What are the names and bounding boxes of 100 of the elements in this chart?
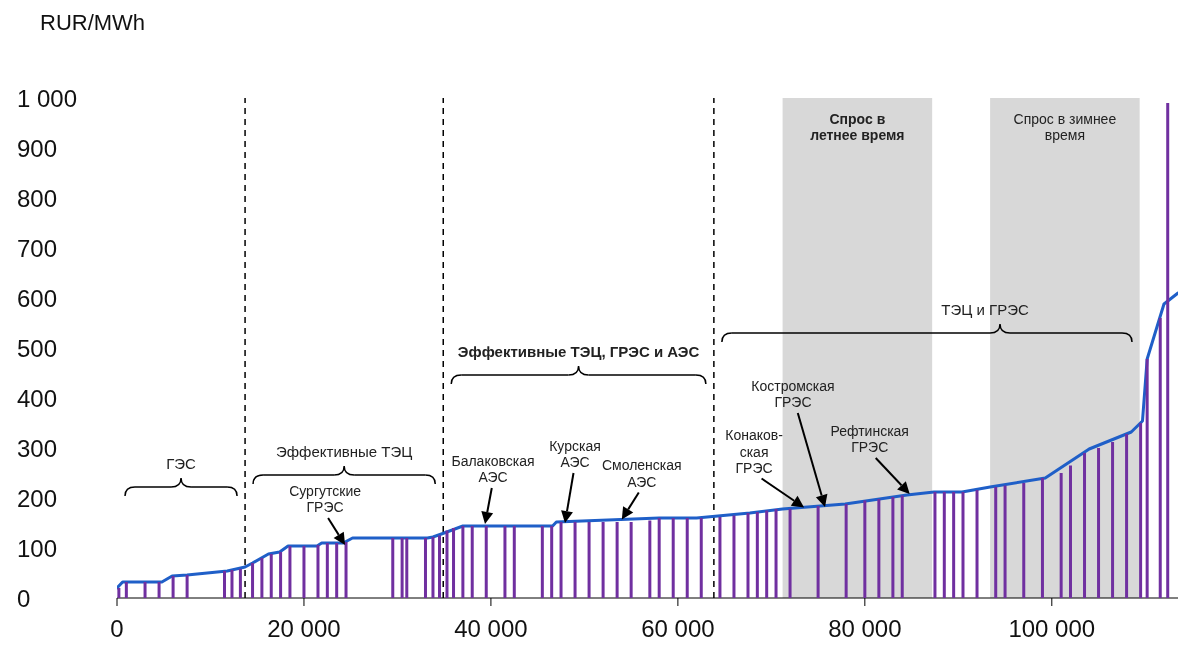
y-tick-label: 200 xyxy=(17,484,58,512)
bar xyxy=(699,518,703,598)
bar xyxy=(124,582,128,598)
bar xyxy=(648,520,652,598)
y-tick-label: 700 xyxy=(17,234,58,262)
x-tick-label: 20 000 xyxy=(267,615,341,643)
bar xyxy=(452,528,456,598)
bar xyxy=(994,487,998,598)
bar xyxy=(269,554,273,598)
bar xyxy=(1003,485,1007,598)
bar xyxy=(765,510,769,598)
bar xyxy=(431,537,435,598)
bar xyxy=(1166,103,1170,598)
bar xyxy=(288,546,292,598)
bar xyxy=(405,538,409,598)
bar xyxy=(344,542,348,598)
bar xyxy=(185,575,189,598)
bar xyxy=(512,526,516,598)
x-tick-label: 60 000 xyxy=(641,615,715,643)
bar xyxy=(587,522,591,598)
bar xyxy=(1097,448,1101,598)
bar xyxy=(423,538,427,598)
bar xyxy=(746,513,750,598)
bar xyxy=(975,490,979,598)
band-label: Спрос в летнее время xyxy=(810,110,905,143)
bar xyxy=(1145,359,1149,598)
annotation: Курская АЭС xyxy=(549,437,601,470)
bar xyxy=(1040,478,1044,598)
bar xyxy=(1022,483,1026,598)
bar xyxy=(540,526,544,598)
bar xyxy=(1083,453,1087,598)
y-axis-title: RUR/MWh xyxy=(40,10,146,35)
bar xyxy=(302,546,306,598)
annotation: Эффективные ТЭЦ, ГРЭС и АЭС xyxy=(457,342,700,360)
bar xyxy=(470,526,474,598)
y-tick-label: 100 xyxy=(17,534,58,562)
y-tick-label: 0 xyxy=(17,584,31,612)
x-tick-label: 80 000 xyxy=(828,615,902,643)
bar xyxy=(952,492,956,598)
bar xyxy=(238,569,242,598)
bar xyxy=(260,558,264,598)
annotation: Сургутские ГРЭС xyxy=(289,482,362,515)
bar xyxy=(503,526,507,598)
bar xyxy=(601,522,605,598)
y-tick-label: 1 000 xyxy=(17,84,78,112)
bar xyxy=(774,509,778,598)
bar xyxy=(1158,318,1162,598)
band-label: Спрос в зимнее время xyxy=(1013,110,1117,143)
bar xyxy=(844,504,848,598)
bar xyxy=(863,500,867,598)
bar xyxy=(671,518,675,598)
y-tick-label: 400 xyxy=(17,384,58,412)
bar xyxy=(942,492,946,598)
bar xyxy=(445,530,449,598)
bar xyxy=(325,543,329,598)
y-tick-label: 900 xyxy=(17,134,58,162)
bar xyxy=(961,492,965,598)
bar xyxy=(732,515,736,598)
x-tick-label: 0 xyxy=(110,615,124,643)
bar xyxy=(251,563,255,598)
bar xyxy=(933,492,937,598)
bar xyxy=(685,518,689,598)
bar xyxy=(391,538,395,598)
bar xyxy=(117,588,121,598)
bar xyxy=(718,517,722,598)
annotation: Смоленская АЭС xyxy=(601,457,682,490)
bar xyxy=(550,526,554,598)
bar xyxy=(657,518,661,598)
x-tick-label: 100 000 xyxy=(1008,615,1096,643)
bar xyxy=(1139,423,1143,598)
annotation: Костромская ГРЭС xyxy=(751,377,835,410)
annotation: Балаковская АЭС xyxy=(451,452,535,485)
bar xyxy=(316,545,320,598)
annotation: Конаков- ская ГРЭС xyxy=(725,427,784,476)
y-tick-label: 500 xyxy=(17,334,58,362)
bar xyxy=(461,526,465,598)
bar xyxy=(877,499,881,598)
bar xyxy=(1111,442,1115,598)
annotation: ГЭС xyxy=(166,454,197,472)
bar xyxy=(223,571,226,598)
y-tick-label: 800 xyxy=(17,184,58,212)
bar xyxy=(279,552,283,598)
bar xyxy=(615,522,619,598)
bar xyxy=(438,535,442,598)
annotation: Эффективные ТЭЦ xyxy=(275,442,413,460)
annotation: Рефтинская ГРЭС xyxy=(830,422,909,455)
y-tick-label: 300 xyxy=(17,434,58,462)
bar xyxy=(891,497,895,598)
bar xyxy=(573,522,577,598)
bar xyxy=(1069,465,1072,598)
x-tick-label: 40 000 xyxy=(454,615,528,643)
annotation: ТЭЦ и ГРЭС xyxy=(941,300,1029,318)
bar xyxy=(143,582,147,598)
bar xyxy=(400,538,404,598)
bar xyxy=(1125,434,1129,598)
y-tick-label: 600 xyxy=(17,284,58,312)
bar xyxy=(171,576,175,598)
bar xyxy=(1059,473,1063,598)
bar xyxy=(230,570,234,598)
bar xyxy=(755,512,759,598)
